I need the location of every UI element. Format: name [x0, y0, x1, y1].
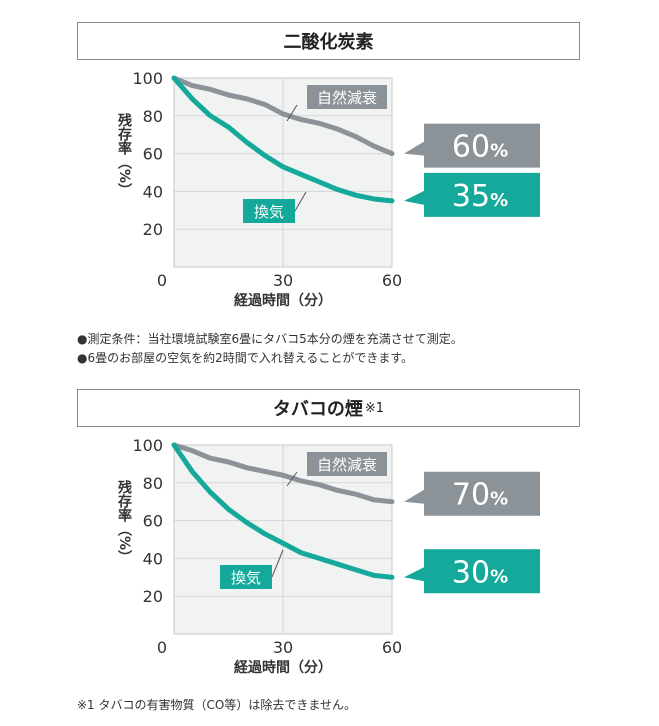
- leader-line: [271, 549, 284, 578]
- section2-title: タバコの煙 ※1: [77, 389, 580, 427]
- footnote: ※1 タバコの有害物質（CO等）は除去できません。: [77, 698, 356, 712]
- y-tick-label: 60: [143, 145, 163, 164]
- y-tick-label: 20: [143, 220, 163, 239]
- leader-line: [294, 191, 307, 212]
- plot-border: [173, 444, 393, 635]
- end-value-callout: [404, 549, 540, 594]
- end-value-label: 60%: [452, 130, 508, 165]
- x-tick-label: 30: [273, 271, 293, 290]
- series-line-natural: [171, 75, 395, 157]
- series-line-ventilation: [171, 75, 395, 204]
- section1-title: 二酸化炭素: [77, 22, 580, 60]
- end-value-callout: [404, 123, 540, 168]
- x-tick-label: 60: [382, 638, 402, 657]
- series-label-bg: [243, 199, 295, 223]
- series-label-bg: [307, 85, 387, 109]
- x-tick-label: 30: [273, 638, 293, 657]
- series-line-natural: [171, 442, 395, 505]
- x-axis-label: 経過時間（分）: [234, 292, 332, 309]
- x-tick-label: 0: [157, 271, 167, 290]
- series-label: 換気: [254, 203, 284, 221]
- end-value-label: 35%: [452, 179, 508, 214]
- end-value-callout: [404, 172, 540, 217]
- series-label: 自然減衰: [317, 89, 377, 107]
- leader-line: [286, 104, 298, 122]
- replacement-note: ●6畳のお部屋の空気を約2時間で入れ替えることができます。: [77, 351, 414, 365]
- y-tick-label: 60: [143, 512, 163, 531]
- y-tick-label: 40: [143, 549, 163, 568]
- y-tick-label: 80: [143, 107, 163, 126]
- y-tick-label: 100: [132, 69, 163, 88]
- series-label: 自然減衰: [317, 456, 377, 474]
- leader-line: [286, 471, 298, 487]
- end-value-label: 70%: [452, 478, 508, 513]
- x-axis-label: 経過時間（分）: [234, 659, 332, 676]
- end-value-callout: [404, 471, 540, 516]
- series-label-bg: [307, 452, 387, 476]
- series-line-ventilation: [171, 442, 395, 580]
- x-tick-label: 0: [157, 638, 167, 657]
- x-tick-label: 60: [382, 271, 402, 290]
- measurement-note: ●測定条件：当社環境試験室6畳にタバコ5本分の煙を充満させて測定。: [77, 332, 463, 346]
- plot-border: [173, 77, 393, 268]
- y-axis-label: 残存率（%）: [116, 479, 133, 564]
- y-tick-label: 100: [132, 436, 163, 455]
- y-tick-label: 40: [143, 182, 163, 201]
- y-tick-label: 80: [143, 474, 163, 493]
- series-label: 換気: [231, 569, 261, 587]
- series-label-bg: [220, 565, 272, 589]
- y-tick-label: 20: [143, 587, 163, 606]
- y-axis-label: 残存率（%）: [116, 112, 133, 197]
- end-value-label: 30%: [452, 555, 508, 590]
